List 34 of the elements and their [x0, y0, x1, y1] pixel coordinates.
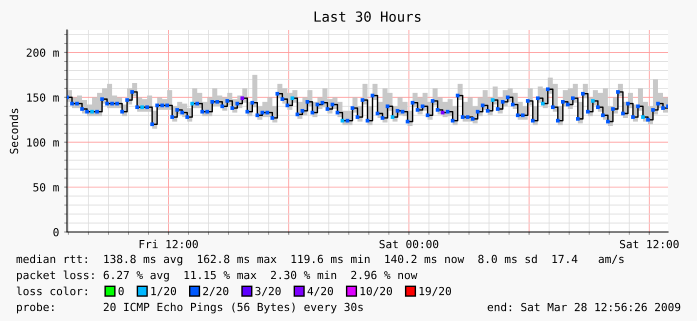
text: end: Sat Mar 28 12:56:26 2009 — [488, 302, 680, 312]
point — [190, 102, 194, 106]
legend-label: 4/20 — [308, 286, 333, 296]
point — [591, 99, 595, 103]
text: packet loss: 6.27 % avg 11.15 % max 2.30 % min 2.96 % now — [17, 270, 418, 282]
y-tick-label: 200 m — [26, 48, 59, 57]
point — [540, 102, 545, 106]
y-axis-title: Seconds — [10, 108, 18, 154]
legend-title: loss color: — [16, 286, 87, 296]
text: median rtt: 138.8 ms avg 162.8 ms max 119.6 ms min 140.2 ms now 8.0 ms sd 17.4 am/s — [16, 254, 624, 266]
x-tick-label: Fri 12:00 — [140, 240, 198, 248]
point — [340, 118, 344, 123]
y-tick-label: 100 m — [27, 138, 59, 147]
y-tick-label: 150 m — [27, 93, 59, 102]
x-tick-label: Sat 12:00 — [620, 240, 679, 248]
point — [140, 105, 144, 110]
point — [440, 110, 444, 114]
legend-label: 2/20 — [203, 286, 228, 296]
legend-label: 1/20 — [151, 286, 176, 296]
chart-title: Last 30 Hours — [314, 11, 420, 22]
point — [90, 110, 94, 114]
legend-label: 10/20 — [360, 286, 392, 296]
x-tick-label: Sat 00:00 — [380, 240, 438, 248]
legend-label: 3/20 — [255, 286, 281, 296]
legend-label: 19/20 — [420, 286, 451, 296]
y-tick-label: 50 m — [33, 183, 59, 192]
legend-label: 0 — [118, 286, 124, 296]
text: probe: 20 ICMP Echo Pings (56 Bytes) every 30s — [17, 302, 363, 314]
point — [290, 96, 294, 100]
point — [641, 115, 645, 119]
y-tick-label: 0 — [53, 228, 59, 236]
point — [240, 96, 244, 100]
point — [490, 98, 495, 102]
point — [390, 115, 394, 119]
